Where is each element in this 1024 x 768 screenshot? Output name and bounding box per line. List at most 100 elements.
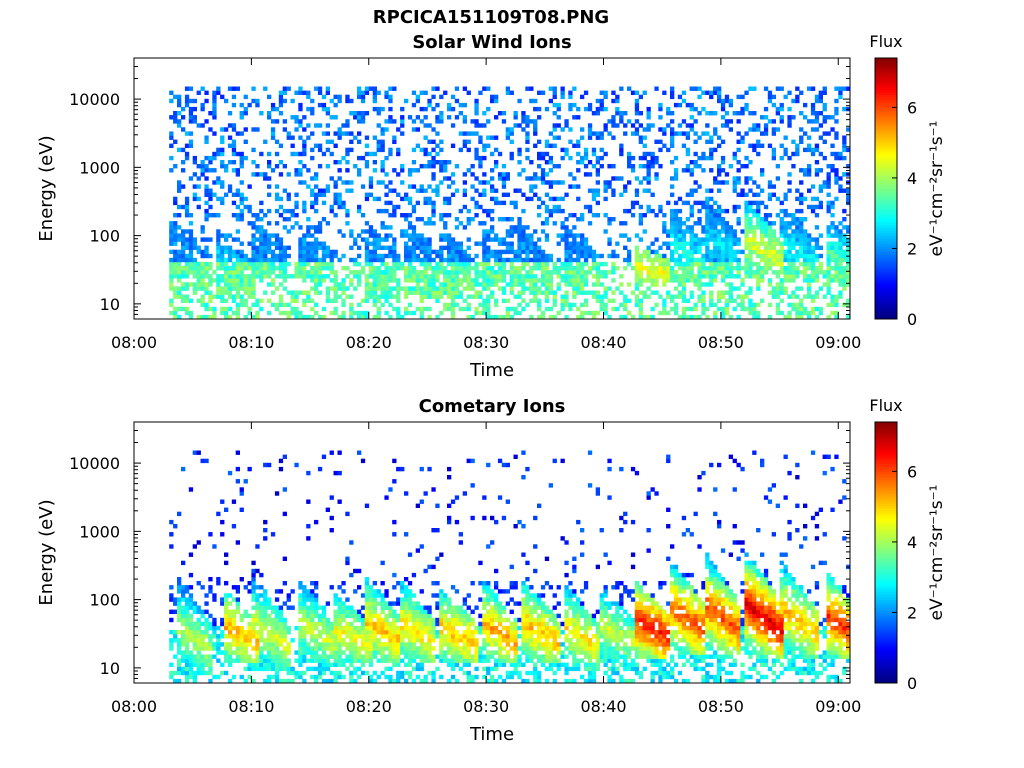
heatmap-cell (423, 115, 428, 120)
heatmap-cell (658, 658, 663, 663)
heatmap-cell (775, 310, 780, 316)
heatmap-cell (646, 115, 651, 120)
heatmap-cell (728, 298, 733, 303)
heatmap-cell (404, 217, 409, 222)
heatmap-cell (368, 662, 374, 667)
heatmap-cell (200, 168, 205, 173)
heatmap-cell (321, 94, 327, 100)
heatmap-cell (807, 670, 812, 676)
heatmap-cell (760, 278, 765, 283)
heatmap-cell (274, 253, 280, 259)
heatmap-cell (763, 654, 769, 659)
heatmap-cell (713, 111, 718, 116)
colorbar-segment (875, 180, 897, 184)
heatmap-cell (787, 662, 792, 667)
heatmap-cell (673, 261, 679, 267)
heatmap-cell (799, 168, 804, 173)
heatmap-cell (548, 314, 553, 320)
heatmap-cell (623, 188, 628, 193)
heatmap-cell (736, 249, 741, 255)
heatmap-cell (513, 662, 518, 667)
heatmap-cell (576, 306, 581, 312)
heatmap-cell (568, 666, 573, 672)
heatmap-cell (427, 314, 432, 320)
y-tick-label: 1000 (79, 158, 120, 177)
heatmap-cell (576, 253, 581, 259)
heatmap-cell (732, 155, 737, 161)
heatmap-cell (494, 98, 499, 104)
heatmap-cell (787, 266, 792, 271)
heatmap-cell (685, 278, 690, 283)
colorbar-segment (875, 196, 897, 200)
heatmap-cell (450, 192, 456, 197)
heatmap-cell (783, 666, 788, 672)
heatmap-cell (576, 151, 581, 157)
heatmap-cell (724, 253, 730, 259)
heatmap-cell (486, 266, 491, 271)
heatmap-cell (482, 86, 487, 91)
heatmap-cell (724, 282, 730, 287)
heatmap-cell (255, 225, 260, 230)
heatmap-cell (220, 249, 225, 255)
heatmap-cell (290, 290, 295, 295)
heatmap-cell (216, 233, 221, 238)
heatmap-cell (513, 257, 518, 263)
heatmap-cell (415, 115, 420, 120)
heatmap-cell (599, 282, 604, 287)
heatmap-cell (341, 298, 346, 303)
heatmap-cell (290, 208, 295, 214)
heatmap-cell (333, 658, 338, 663)
heatmap-cell (599, 306, 604, 312)
heatmap-cell (454, 266, 460, 271)
heatmap-cell (677, 94, 683, 100)
heatmap-cell (181, 670, 186, 676)
heatmap-cell (595, 131, 600, 136)
heatmap-cell (251, 257, 256, 263)
heatmap-cell (372, 90, 377, 95)
heatmap-cell (494, 257, 499, 263)
heatmap-cell (642, 176, 647, 181)
heatmap-cell (818, 654, 823, 659)
heatmap-cell (681, 119, 687, 124)
heatmap-cell (728, 257, 733, 263)
heatmap-cell (509, 270, 514, 275)
heatmap-cell (376, 245, 381, 250)
heatmap-cell (689, 188, 694, 193)
heatmap-cell (728, 274, 733, 279)
heatmap-cell (681, 168, 687, 173)
heatmap-cell (497, 274, 503, 279)
heatmap-cell (380, 143, 385, 148)
heatmap-cell (227, 306, 233, 312)
heatmap-cell (501, 184, 507, 189)
heatmap-cell (650, 278, 655, 283)
heatmap-cell (439, 270, 444, 275)
heatmap-cell (227, 111, 233, 116)
heatmap-cell (795, 249, 800, 255)
heatmap-cell (407, 225, 413, 230)
heatmap-cell (521, 225, 526, 230)
heatmap-cell (454, 274, 460, 279)
heatmap-cell (705, 204, 710, 210)
heatmap-cell (243, 94, 248, 100)
heatmap-cell (595, 294, 600, 299)
heatmap-cell (709, 274, 714, 279)
heatmap-cell (376, 147, 381, 153)
heatmap-cell (580, 135, 585, 140)
heatmap-cell (736, 261, 741, 267)
heatmap-cell (204, 662, 209, 667)
heatmap-cell (705, 196, 710, 202)
heatmap-cell (521, 208, 526, 214)
heatmap-cell (251, 270, 256, 275)
heatmap-cell (184, 306, 190, 312)
heatmap-cell (380, 106, 385, 112)
heatmap-cell (177, 650, 182, 655)
heatmap-cell (685, 306, 690, 312)
heatmap-cell (384, 208, 389, 214)
heatmap-cell (243, 261, 248, 267)
heatmap-cell (345, 666, 350, 672)
heatmap-cell (360, 94, 366, 100)
heatmap-cell (779, 270, 784, 275)
heatmap-cell (842, 225, 847, 230)
heatmap-cell (834, 249, 839, 255)
heatmap-cell (255, 298, 260, 303)
